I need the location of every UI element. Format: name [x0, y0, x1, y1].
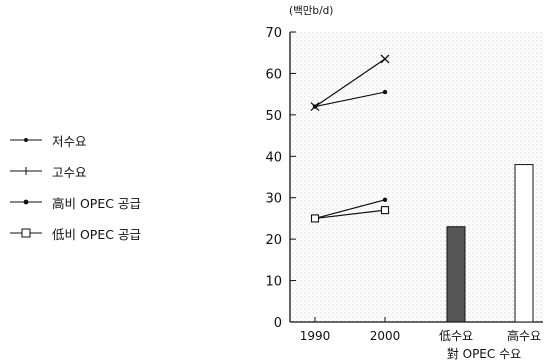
data-point — [310, 102, 320, 112]
legend-line-square — [10, 228, 42, 238]
bar — [514, 164, 534, 323]
x-category-label: 2000 — [370, 329, 401, 343]
data-point — [382, 197, 388, 202]
unit-label: (백만b/d) — [289, 5, 333, 17]
y-tick-label: 50 — [265, 109, 282, 124]
data-point — [310, 214, 320, 223]
y-tick-label: 20 — [265, 233, 282, 248]
series-line — [314, 209, 386, 220]
x-category-label: 低수요 — [439, 329, 473, 343]
legend-label: 고수요 — [52, 165, 87, 180]
legend-item-low-non-opec: 低비 OPEC 공급 — [8, 223, 208, 254]
legend-item-high-non-opec: 高비 OPEC 공급 — [8, 192, 208, 223]
bar — [446, 226, 466, 323]
data-point — [380, 54, 390, 64]
y-tick-label: 40 — [265, 150, 282, 165]
x-category-label: 1990 — [300, 329, 331, 343]
legend-label: 低비 OPEC 공급 — [52, 227, 141, 242]
plot-area — [290, 32, 543, 322]
legend: 저수요 고수요 高비 OPEC 공급 低비 OPEC 공급 — [8, 130, 208, 254]
y-tick-label: 60 — [265, 67, 282, 82]
data-point — [380, 206, 390, 215]
x-category-label: 高수요 — [507, 328, 541, 343]
legend-label: 저수요 — [52, 134, 87, 149]
legend-label: 高비 OPEC 공급 — [52, 196, 141, 211]
bar-group-label: 對 OPEC 수요 — [447, 347, 521, 361]
legend-item-high-demand: 고수요 — [8, 161, 208, 192]
y-tick-label: 70 — [265, 26, 282, 41]
legend-line-dot — [10, 138, 42, 142]
legend-line-cross — [10, 167, 42, 175]
series-line — [314, 58, 386, 108]
legend-item-low-demand: 저수요 — [8, 130, 208, 161]
data-point — [382, 89, 388, 95]
y-tick-label: 10 — [265, 275, 282, 290]
series-line — [314, 199, 386, 220]
legend-line-dot — [10, 199, 42, 205]
y-tick-label: 30 — [265, 192, 282, 207]
series-line — [314, 91, 386, 108]
y-tick-label: 0 — [274, 316, 282, 331]
